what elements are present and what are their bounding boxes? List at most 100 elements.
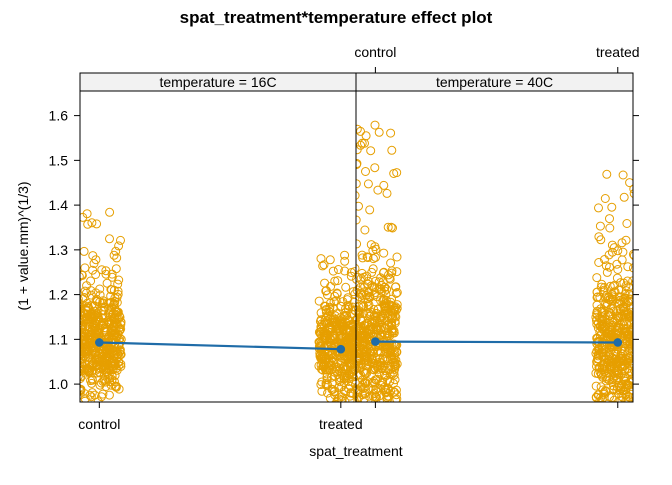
- data-point: [116, 235, 125, 245]
- data-point: [371, 375, 381, 385]
- data-point: [381, 371, 390, 381]
- data-point: [354, 394, 356, 402]
- data-point: [600, 255, 609, 264]
- data-point: [636, 362, 644, 370]
- data-point: [114, 275, 124, 285]
- data-point: [594, 258, 604, 267]
- effect-point: [613, 338, 623, 347]
- data-point: [635, 306, 643, 314]
- data-point: [354, 327, 356, 335]
- data-point: [635, 331, 643, 339]
- data-point: [597, 279, 607, 289]
- data-point: [596, 304, 606, 314]
- data-point: [351, 372, 356, 382]
- strip-label: temperature = 40C: [436, 74, 553, 90]
- data-point: [635, 331, 643, 339]
- data-point: [370, 163, 380, 173]
- data-point: [356, 339, 360, 349]
- data-point: [376, 358, 386, 368]
- data-point: [345, 391, 355, 401]
- data-point: [623, 276, 632, 286]
- data-point: [634, 351, 642, 359]
- data-point: [362, 252, 372, 262]
- data-point: [352, 385, 356, 395]
- data-point: [634, 283, 642, 291]
- data-point: [337, 369, 347, 379]
- data-point: [110, 293, 120, 303]
- data-point: [352, 370, 356, 380]
- data-point: [386, 258, 396, 268]
- x-tick-label: treated: [319, 416, 363, 432]
- data-point: [364, 359, 374, 369]
- data-point: [607, 378, 617, 387]
- data-point: [379, 383, 389, 393]
- data-point: [336, 301, 346, 311]
- effect-point: [371, 337, 380, 346]
- data-point: [80, 394, 90, 402]
- data-point: [357, 325, 367, 335]
- data-point: [332, 399, 341, 402]
- data-point: [391, 282, 400, 292]
- data-point: [631, 382, 633, 390]
- data-point: [359, 367, 369, 377]
- data-point: [618, 247, 628, 257]
- data-point: [316, 380, 326, 390]
- data-point: [316, 254, 326, 264]
- data-point: [80, 306, 83, 315]
- data-point: [604, 354, 614, 364]
- data-point: [381, 298, 391, 308]
- data-point: [99, 376, 109, 385]
- data-point: [617, 380, 627, 390]
- data-point: [356, 302, 364, 312]
- data-point: [382, 188, 392, 198]
- data-point: [323, 346, 333, 356]
- data-point: [374, 304, 383, 314]
- data-point: [86, 392, 96, 402]
- data-point: [363, 179, 373, 189]
- data-point: [108, 313, 118, 323]
- data-point: [616, 278, 626, 288]
- data-point: [352, 314, 356, 323]
- data-point: [362, 333, 372, 343]
- data-point: [110, 381, 120, 391]
- data-point: [359, 394, 369, 402]
- data-point: [108, 309, 118, 319]
- data-point: [102, 278, 112, 288]
- data-point: [94, 364, 104, 374]
- data-point: [595, 367, 605, 377]
- data-point: [87, 388, 97, 398]
- data-point: [601, 376, 611, 386]
- data-point: [374, 127, 384, 137]
- data-point: [342, 311, 352, 321]
- data-point: [622, 219, 632, 228]
- data-point: [80, 385, 85, 395]
- y-axis-label: (1 + value.mm)^(1/3): [15, 181, 31, 310]
- data-point: [354, 327, 356, 334]
- data-point: [340, 338, 350, 348]
- data-point: [356, 385, 359, 394]
- x-axis-label: spat_treatment: [309, 443, 402, 459]
- data-point: [80, 212, 88, 222]
- strip-label: temperature = 16C: [159, 74, 276, 90]
- panel-border: [355, 90, 634, 403]
- data-point: [382, 321, 392, 330]
- data-point: [356, 239, 362, 249]
- data-point: [620, 293, 630, 303]
- data-point: [322, 331, 331, 341]
- data-point: [80, 385, 86, 395]
- data-point: [356, 344, 359, 354]
- data-point: [629, 336, 633, 345]
- data-point: [346, 271, 356, 281]
- data-point: [82, 298, 92, 308]
- data-point: [114, 323, 124, 333]
- data-point: [621, 319, 631, 329]
- data-point: [623, 330, 633, 340]
- data-point: [352, 274, 356, 284]
- data-point: [105, 207, 115, 217]
- data-point: [315, 316, 325, 326]
- data-point: [385, 274, 395, 284]
- data-point: [616, 354, 626, 364]
- data-point: [354, 344, 356, 351]
- data-point: [338, 297, 348, 307]
